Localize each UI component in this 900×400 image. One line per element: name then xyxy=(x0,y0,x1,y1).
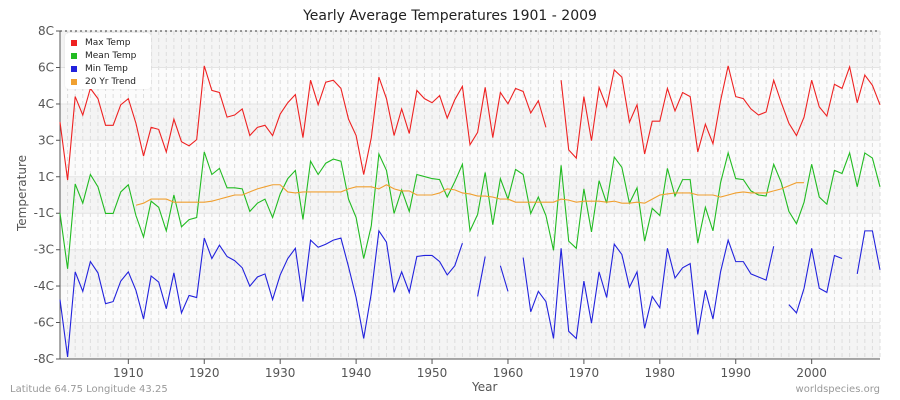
svg-text:1940: 1940 xyxy=(341,366,372,380)
svg-text:1970: 1970 xyxy=(569,366,600,380)
svg-text:2000: 2000 xyxy=(796,366,827,380)
svg-text:-1C: -1C xyxy=(34,206,54,220)
svg-text:-8C: -8C xyxy=(34,352,54,366)
svg-text:3C: 3C xyxy=(38,133,54,147)
svg-text:-4C: -4C xyxy=(34,279,54,293)
min-temp-line xyxy=(499,265,509,292)
min-temp-line xyxy=(59,229,463,358)
svg-text:1930: 1930 xyxy=(265,366,296,380)
legend-item-max: Max Temp xyxy=(71,36,151,49)
min-temp-line xyxy=(522,238,775,340)
min-swatch-icon xyxy=(71,65,77,72)
min-temp-line xyxy=(856,230,881,275)
svg-text:1990: 1990 xyxy=(720,366,751,380)
svg-text:1950: 1950 xyxy=(417,366,448,380)
max-temp-line xyxy=(59,65,547,181)
svg-text:-6C: -6C xyxy=(34,316,54,330)
mean-swatch-icon xyxy=(71,52,77,59)
svg-text:6C: 6C xyxy=(38,60,54,74)
max-swatch-icon xyxy=(71,39,77,46)
chart-title: Yearly Average Temperatures 1901 - 2009 xyxy=(303,8,597,24)
legend-item-min: Min Temp xyxy=(71,62,151,75)
svg-text:8C: 8C xyxy=(38,24,54,38)
svg-text:1910: 1910 xyxy=(113,366,144,380)
legend-item-trend: 20 Yr Trend xyxy=(71,75,151,88)
location-caption: Latitude 64.75 Longitude 43.25 xyxy=(10,384,168,395)
legend-item-mean: Mean Temp xyxy=(71,49,151,62)
source-caption: worldspecies.org xyxy=(795,384,880,395)
max-temp-line xyxy=(560,64,881,160)
svg-text:1C: 1C xyxy=(38,170,54,184)
legend: Max Temp Mean Temp Min Temp 20 Yr Trend xyxy=(65,33,151,89)
svg-text:1980: 1980 xyxy=(645,366,676,380)
min-temp-line xyxy=(788,248,843,314)
x-axis-label: Year xyxy=(472,380,498,394)
min-temp-line xyxy=(477,256,486,297)
svg-text:1960: 1960 xyxy=(493,366,524,380)
svg-text:4C: 4C xyxy=(38,97,54,111)
trend-swatch-icon xyxy=(71,78,77,85)
mean-temp-line xyxy=(59,150,881,269)
svg-text:-3C: -3C xyxy=(34,243,54,257)
20-yr-trend-line xyxy=(135,182,805,206)
svg-text:1920: 1920 xyxy=(189,366,220,380)
